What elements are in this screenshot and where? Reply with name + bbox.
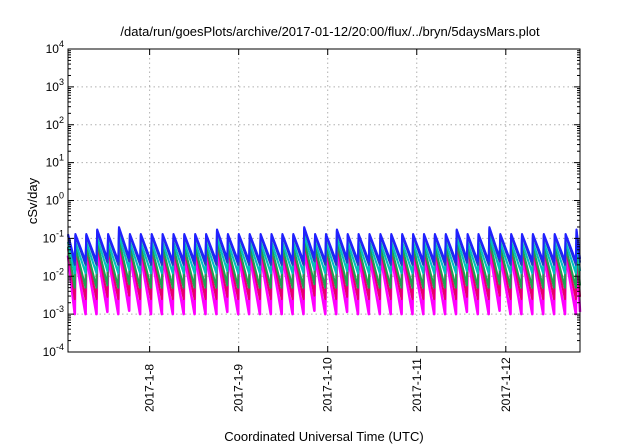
x-tick-label: 2017-1-8 bbox=[143, 364, 157, 412]
x-tick-label: 2017-1-10 bbox=[321, 357, 335, 412]
y-tick-label: 102 bbox=[46, 115, 64, 132]
x-axis-label: Coordinated Universal Time (UTC) bbox=[224, 429, 423, 444]
y-tick-label: 104 bbox=[46, 39, 64, 56]
y-tick-label: 10-3 bbox=[43, 304, 64, 321]
y-tick-label: 10-4 bbox=[43, 342, 64, 359]
x-tick-label: 2017-1-12 bbox=[499, 357, 513, 412]
chart-title: /data/run/goesPlots/archive/2017-01-12/2… bbox=[120, 24, 540, 39]
x-tick-label: 2017-1-9 bbox=[232, 364, 246, 412]
x-axis: 2017-1-8 2017-1-9 2017-1-10 2017-1-11 2017-1… bbox=[143, 49, 513, 412]
series-group bbox=[66, 226, 582, 316]
y-tick-label: 100 bbox=[46, 191, 64, 208]
y-tick-label: 103 bbox=[46, 77, 64, 94]
y-tick-label: 101 bbox=[46, 153, 64, 170]
series-line bbox=[66, 226, 582, 263]
x-tick-label: 2017-1-11 bbox=[410, 358, 424, 412]
y-tick-label: 10-1 bbox=[43, 228, 64, 245]
y-axis-label: cSv/day bbox=[25, 177, 40, 224]
y-tick-label: 10-2 bbox=[43, 266, 64, 283]
